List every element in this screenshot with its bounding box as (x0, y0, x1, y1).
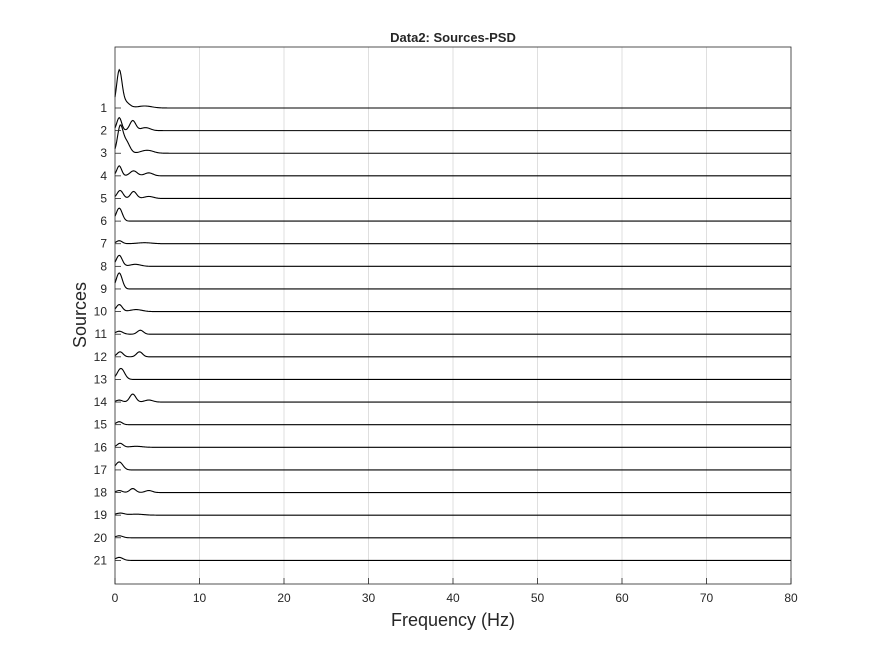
psd-trace-source-16 (114, 442, 791, 448)
y-tick-label: 9 (100, 282, 107, 296)
y-tick-label: 14 (94, 395, 108, 409)
psd-trace-source-13 (114, 367, 791, 380)
y-tick-label: 11 (95, 327, 108, 341)
psd-trace-source-14 (114, 393, 791, 403)
psd-trace-source-3 (114, 124, 791, 154)
y-tick-label: 8 (100, 259, 107, 273)
y-tick-label: 17 (94, 463, 108, 477)
y-tick-label: 19 (94, 508, 108, 522)
psd-trace-source-4 (114, 165, 791, 177)
x-tick-label: 10 (193, 591, 207, 605)
y-tick-label: 4 (100, 169, 107, 183)
psd-trace-source-10 (114, 303, 791, 313)
y-tick-label: 2 (100, 124, 107, 138)
y-tick-label: 12 (94, 350, 108, 364)
psd-trace-source-19 (114, 512, 791, 516)
psd-trace-source-15 (114, 421, 791, 426)
y-tick-label: 6 (100, 214, 107, 228)
vertical-gridlines (199, 47, 707, 584)
psd-trace-source-9 (114, 272, 791, 290)
y-tick-label: 7 (100, 237, 107, 251)
y-tick-label: 18 (94, 486, 108, 500)
psd-trace-source-21 (114, 556, 791, 561)
y-tick-label: 15 (94, 418, 108, 432)
psd-trace-source-17 (114, 461, 791, 471)
psd-trace-source-2 (114, 116, 791, 132)
psd-trace-source-11 (114, 329, 791, 335)
psd-trace-source-18 (114, 487, 791, 494)
y-tick-label: 16 (94, 440, 108, 454)
y-tick-label: 3 (100, 146, 107, 160)
x-tick-label: 50 (531, 591, 545, 605)
x-tick-label: 0 (112, 591, 119, 605)
x-axis-ticks: 0 10 20 30 40 50 60 70 80 (112, 578, 798, 605)
chart-title: Data2: Sources-PSD (390, 30, 516, 45)
x-tick-label: 60 (615, 591, 629, 605)
psd-trace-source-1 (114, 68, 791, 109)
psd-trace-source-20 (114, 535, 791, 539)
psd-trace-source-12 (114, 351, 791, 358)
y-tick-label: 10 (94, 305, 108, 319)
psd-trace-source-5 (114, 189, 791, 200)
psd-traces (114, 68, 791, 561)
x-tick-label: 80 (784, 591, 798, 605)
y-axis-label: Sources (70, 282, 90, 348)
y-tick-label: 20 (94, 531, 108, 545)
psd-trace-source-8 (114, 254, 791, 267)
x-tick-label: 40 (446, 591, 460, 605)
psd-trace-source-6 (114, 207, 791, 222)
psd-trace-source-7 (114, 240, 791, 245)
x-tick-label: 30 (362, 591, 376, 605)
x-tick-label: 70 (700, 591, 714, 605)
y-tick-label: 1 (100, 101, 107, 115)
y-tick-label: 5 (100, 191, 107, 205)
x-axis-label: Frequency (Hz) (391, 610, 515, 630)
y-tick-label: 13 (94, 372, 108, 386)
y-tick-label: 21 (94, 553, 108, 567)
x-tick-label: 20 (277, 591, 291, 605)
